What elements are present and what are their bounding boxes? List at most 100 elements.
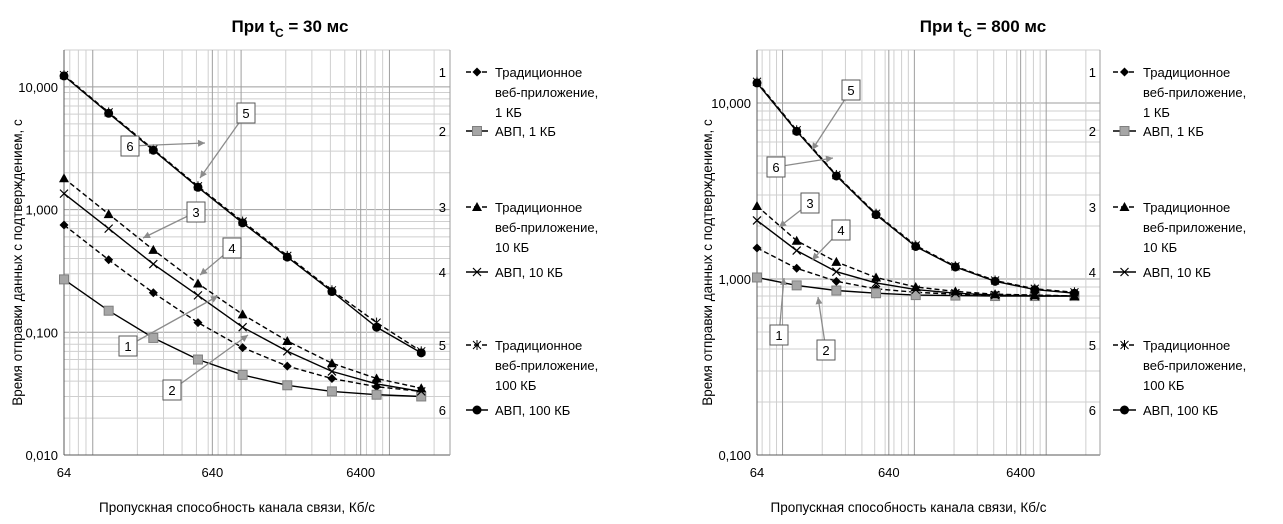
- legend-marker-3: [1119, 202, 1130, 211]
- point-series-3: [282, 335, 293, 345]
- point-series-4: [282, 346, 292, 356]
- legend-number: 2: [1089, 124, 1096, 139]
- point-series-4: [327, 366, 337, 376]
- point-series-1: [831, 276, 841, 286]
- series-6: [59, 71, 426, 358]
- point-series-1: [752, 243, 762, 253]
- legend-label: веб-приложение,: [495, 220, 598, 235]
- point-series-6: [950, 262, 960, 272]
- point-series-6: [752, 78, 762, 88]
- point-series-1: [148, 288, 158, 298]
- callout-label: 3: [806, 196, 813, 211]
- callout-label: 3: [192, 205, 199, 220]
- legend-marker-6: [1120, 405, 1129, 415]
- legend-label: АВП, 10 КБ: [495, 265, 563, 280]
- point-series-3: [791, 235, 802, 245]
- chart-title: При tС = 30 мс: [232, 17, 349, 40]
- legend-label: АВП, 100 КБ: [495, 403, 570, 418]
- callout-label: 2: [822, 343, 829, 358]
- point-series-1: [238, 343, 248, 353]
- point-series-6: [238, 218, 248, 228]
- callout-arrowhead: [200, 170, 207, 178]
- point-series-2: [148, 332, 159, 343]
- callout-arrowhead: [779, 278, 787, 286]
- point-series-4: [752, 216, 762, 225]
- callout-box: [186, 201, 206, 223]
- series-line-1: [63, 224, 422, 393]
- legend-number: 6: [1089, 403, 1096, 418]
- legend-label: 1 КБ: [1143, 105, 1170, 120]
- point-series-4: [792, 246, 802, 256]
- callout-label: 4: [228, 241, 235, 256]
- callout-label: 6: [126, 139, 133, 154]
- x-tick-label: 640: [201, 465, 223, 480]
- point-series-4: [1030, 291, 1040, 301]
- legend: 1 Традиционное веб-приложение, 1 КБ 2 АВП, 1 …: [439, 65, 598, 418]
- point-series-4-b: [372, 379, 382, 389]
- legend-label: АВП, 100 КБ: [1143, 403, 1218, 418]
- callout-pointer: [127, 295, 219, 347]
- callout-box: [162, 379, 182, 401]
- legend-marker-4-b: [472, 267, 482, 277]
- point-series-4-b: [148, 259, 158, 269]
- x-tick-label: 6400: [346, 465, 375, 480]
- point-series-2: [791, 280, 802, 291]
- callout-box: [120, 135, 140, 157]
- legend-marker-6: [472, 405, 482, 415]
- point-series-4-b: [911, 285, 921, 295]
- legend-marker-5: [472, 340, 482, 350]
- point-series-4-b: [990, 290, 1000, 300]
- point-series-2: [103, 305, 114, 316]
- series-line-6: [756, 82, 1075, 294]
- chart-title: При tС = 800 мс: [920, 17, 1046, 40]
- point-series-4-b: [238, 322, 248, 332]
- point-series-4: [59, 189, 69, 199]
- legend-number: 4: [1089, 265, 1096, 280]
- legend-marker-2: [472, 126, 482, 136]
- point-series-6: [193, 182, 203, 192]
- callout-pointer: [171, 334, 249, 391]
- legend-number: 3: [439, 200, 446, 215]
- point-series-3: [103, 209, 114, 219]
- point-series-6: [282, 252, 292, 262]
- callout-box: [841, 79, 861, 101]
- callouts: 1 2 3 4 5 6: [118, 102, 256, 401]
- point-series-4-b: [831, 267, 841, 277]
- point-series-3: [237, 309, 248, 319]
- series-2: [59, 274, 427, 402]
- grid: [63, 49, 450, 456]
- series-3: [59, 173, 427, 393]
- point-series-4-b: [59, 189, 69, 199]
- point-series-2: [752, 272, 762, 283]
- point-series-3: [59, 173, 69, 183]
- series-line-5: [756, 81, 1075, 293]
- legend-number: 3: [1089, 200, 1096, 215]
- point-series-4-b: [282, 346, 292, 356]
- point-series-2: [192, 354, 203, 365]
- point-series-4-b: [792, 246, 802, 256]
- legend-label: веб-приложение,: [495, 358, 598, 373]
- legend-label: АВП, 1 КБ: [1143, 124, 1204, 139]
- point-series-4: [193, 290, 203, 300]
- point-series-3: [371, 373, 382, 383]
- chart-title-main: При t: [232, 17, 276, 36]
- point-series-4: [950, 288, 960, 298]
- callout-box: [800, 192, 820, 214]
- x-tick-label: 64: [57, 465, 71, 480]
- point-series-6: [148, 145, 158, 155]
- callout-arrowhead: [200, 267, 208, 275]
- point-series-2: [371, 389, 382, 400]
- legend-label: 100 КБ: [495, 378, 536, 393]
- legend-marker-1: [472, 67, 482, 77]
- point-series-4-b: [327, 366, 337, 376]
- callout-label: 5: [242, 106, 249, 121]
- callout-arrowhead: [812, 252, 820, 260]
- legend-label: веб-приложение,: [1143, 220, 1246, 235]
- point-series-3: [1029, 290, 1040, 300]
- callout-arrowhead: [240, 335, 248, 342]
- point-series-6: [792, 126, 802, 136]
- point-series-4-b: [104, 224, 114, 234]
- y-tick-label: 1,000: [25, 203, 58, 218]
- legend-marker-3: [472, 202, 482, 211]
